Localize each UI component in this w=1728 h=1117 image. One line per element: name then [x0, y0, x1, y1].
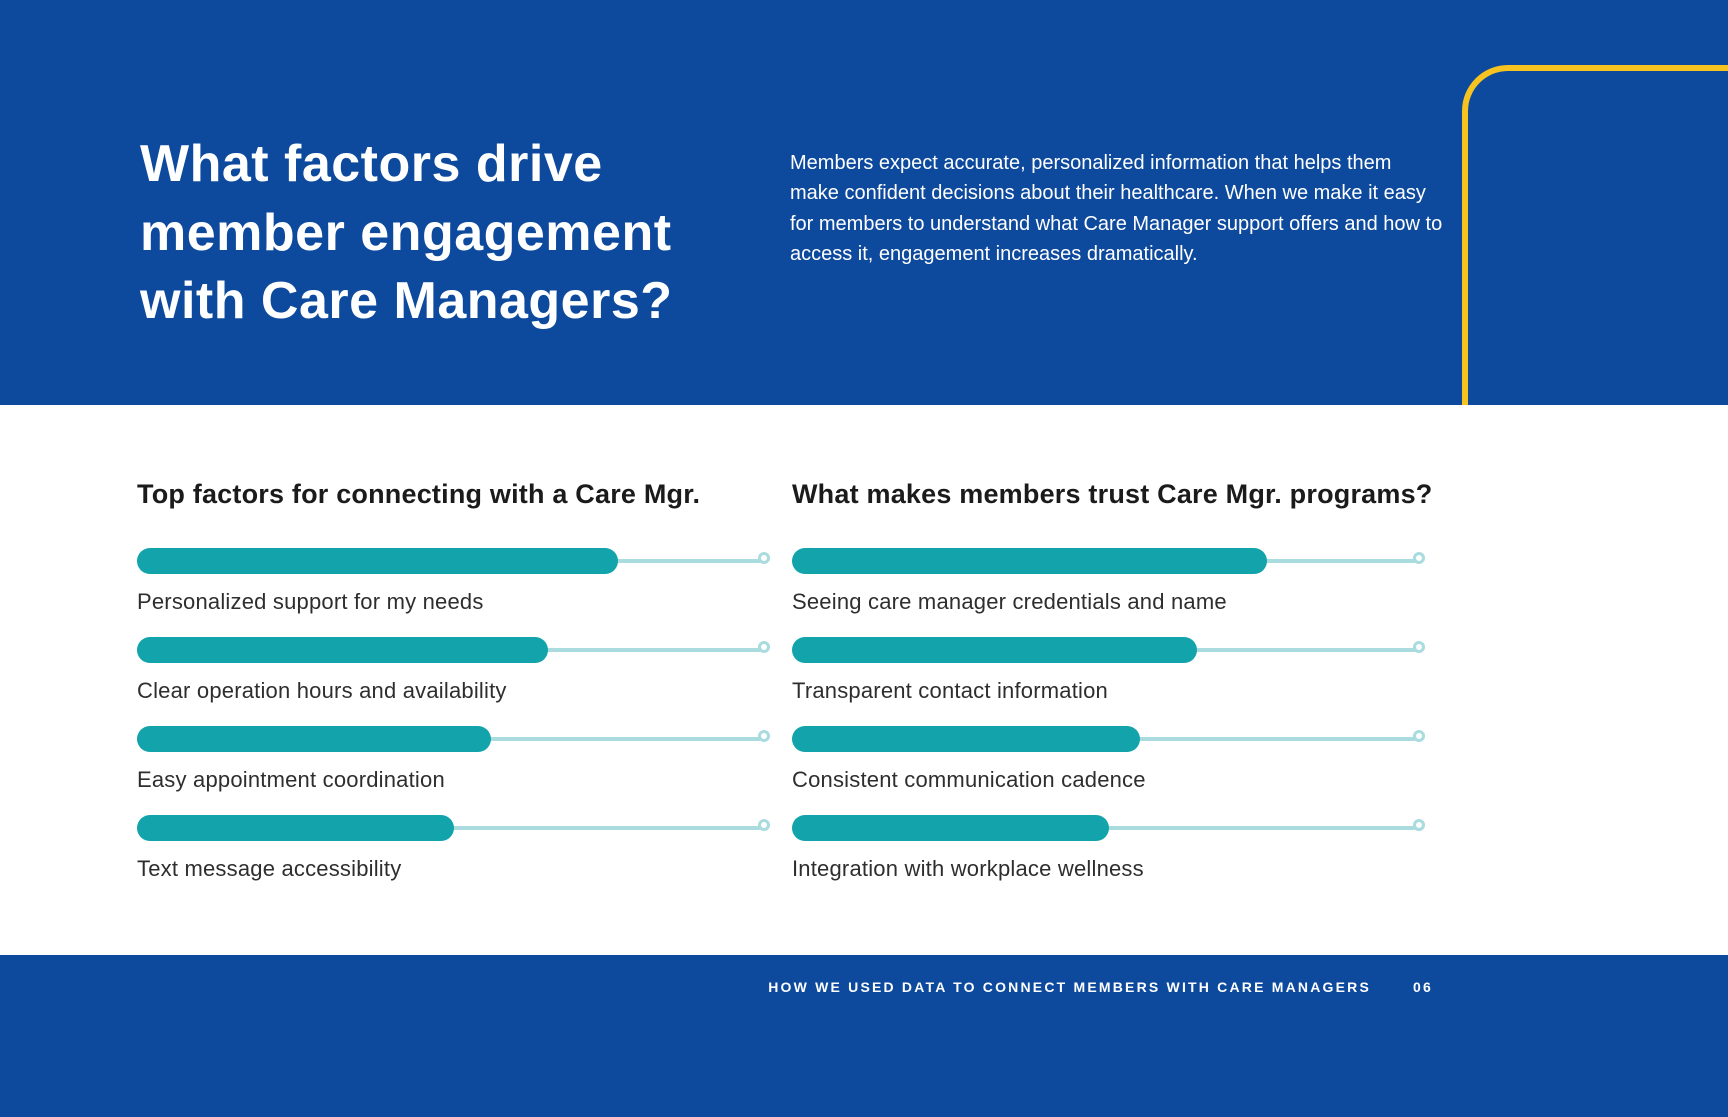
- bar-fill: [792, 815, 1109, 841]
- bar-endpoint-circle: [1413, 641, 1425, 653]
- chart-left-title: Top factors for connecting with a Care M…: [137, 479, 701, 509]
- chart-left-column: Top factors for connecting with a Care M…: [137, 479, 770, 955]
- bar-track: [137, 548, 770, 574]
- bar-track: [792, 815, 1425, 841]
- footer-bar: HOW WE USED DATA TO CONNECT MEMBERS WITH…: [0, 955, 1728, 1117]
- bar-fill: [137, 637, 549, 663]
- bar-track: [792, 726, 1425, 752]
- bar-row: Easy appointment coordination: [137, 726, 770, 793]
- bar-row: Personalized support for my needs: [137, 548, 770, 615]
- bar-fill: [137, 548, 619, 574]
- bar-row: Text message accessibility: [137, 815, 770, 882]
- chart-right-column: What makes members trust Care Mgr. progr…: [792, 479, 1433, 955]
- bar-track: [137, 726, 770, 752]
- bar-row: Transparent contact information: [792, 637, 1425, 704]
- bar-row: Consistent communication cadence: [792, 726, 1425, 793]
- bar-fill: [792, 637, 1198, 663]
- bar-endpoint-circle: [1413, 819, 1425, 831]
- bar-fill: [792, 726, 1141, 752]
- bar-track: [137, 637, 770, 663]
- bar-endpoint-circle: [1413, 730, 1425, 742]
- bar-endpoint-circle: [758, 730, 770, 742]
- bar-label: Consistent communication cadence: [792, 767, 1146, 792]
- charts-section: Top factors for connecting with a Care M…: [0, 405, 1728, 955]
- bar-track: [792, 548, 1425, 574]
- bar-fill: [137, 815, 454, 841]
- bar-label: Transparent contact information: [792, 678, 1108, 703]
- bar-track: [792, 637, 1425, 663]
- intro-paragraph: Members expect accurate, personalized in…: [790, 152, 1443, 266]
- bar-fill: [137, 726, 492, 752]
- bar-label: Integration with workplace wellness: [792, 856, 1144, 881]
- bar-endpoint-circle: [1413, 552, 1425, 564]
- bar-endpoint-circle: [758, 552, 770, 564]
- bar-row: Seeing care manager credentials and name: [792, 548, 1425, 615]
- bar-row: Integration with workplace wellness: [792, 815, 1425, 882]
- bar-label: Text message accessibility: [137, 856, 402, 881]
- bar-endpoint-circle: [758, 819, 770, 831]
- bar-endpoint-circle: [758, 641, 770, 653]
- bar-row: Clear operation hours and availability: [137, 637, 770, 704]
- bar-label: Clear operation hours and availability: [137, 678, 507, 703]
- bar-fill: [792, 548, 1267, 574]
- footer-caption: HOW WE USED DATA TO CONNECT MEMBERS WITH…: [768, 979, 1372, 995]
- bar-label: Personalized support for my needs: [137, 589, 484, 614]
- bar-label: Seeing care manager credentials and name: [792, 589, 1227, 614]
- hero-section: What factors drive member engagement wit…: [0, 0, 1728, 405]
- page-title: What factors drive member engagement wit…: [140, 135, 673, 331]
- bar-track: [137, 815, 770, 841]
- bar-label: Easy appointment coordination: [137, 767, 445, 792]
- page-number: 06: [1413, 979, 1433, 995]
- yellow-corner-accent: [1462, 65, 1728, 405]
- chart-right-title: What makes members trust Care Mgr. progr…: [792, 479, 1433, 509]
